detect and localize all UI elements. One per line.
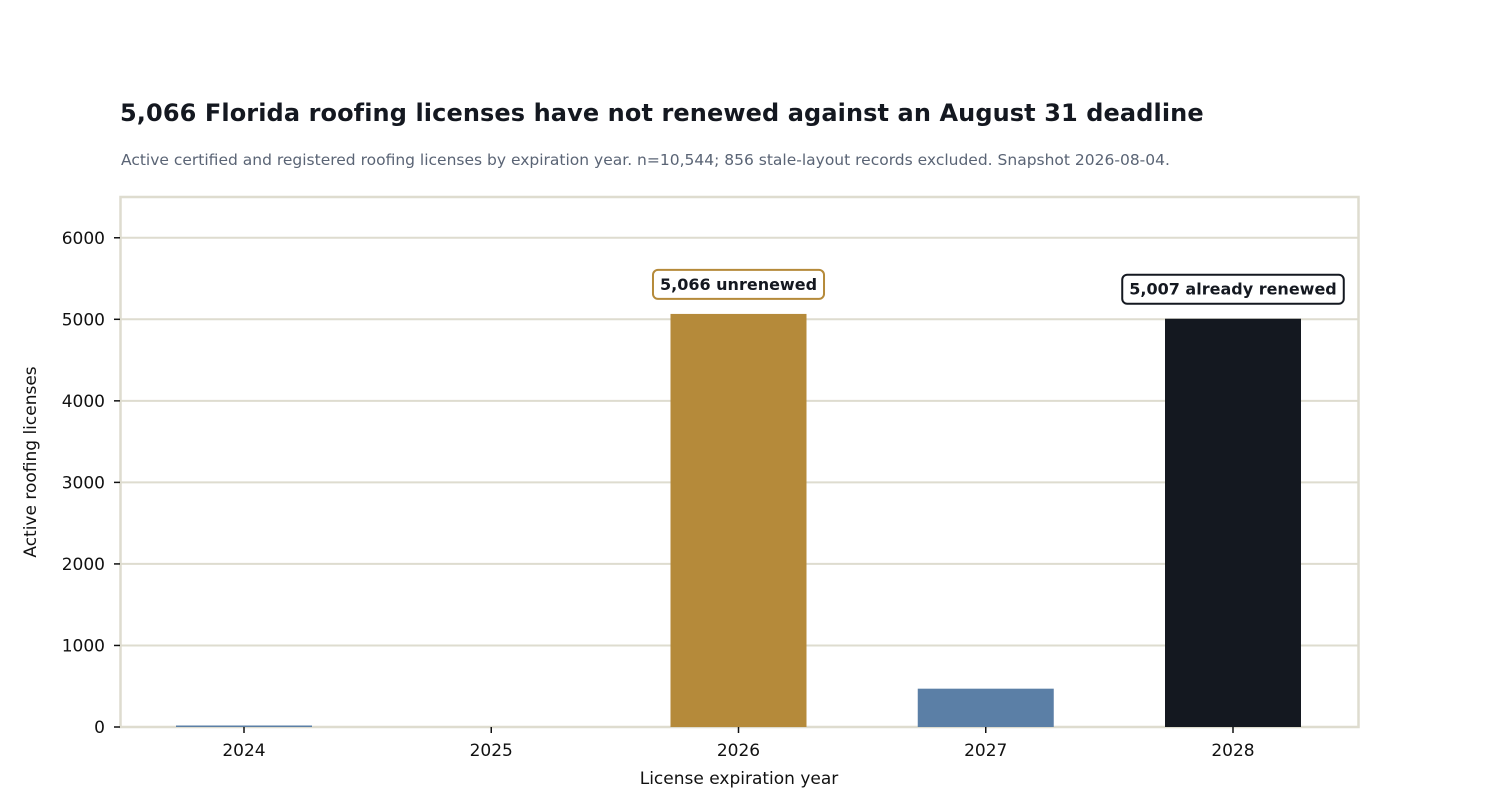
chart-title: 5,066 Florida roofing licenses have not … [120, 99, 1204, 127]
annotation-box [651, 268, 826, 300]
bar-2024 [176, 725, 312, 727]
x-axis-label: License expiration year [640, 769, 839, 789]
y-tick-label: 5000 [62, 310, 105, 330]
annotation-label: 5,066 unrenewed [660, 275, 817, 294]
x-tick-label: 2026 [717, 741, 760, 761]
x-tick-label: 2028 [1211, 741, 1254, 761]
bar-2028 [1165, 318, 1301, 727]
y-tick-label: 1000 [62, 636, 105, 656]
annotation-label: 5,007 already renewed [1129, 280, 1337, 299]
annotation-2026: 5,066 unrenewed [651, 268, 826, 300]
x-tick-label: 2024 [222, 741, 265, 761]
y-tick-label: 0 [94, 718, 105, 738]
annotation-2028: 5,007 already renewed [1121, 273, 1345, 305]
bar-2026 [670, 313, 807, 727]
annotation-box [1121, 273, 1345, 305]
x-tick-label: 2025 [470, 741, 513, 761]
x-axis: 2024 2025 2026 2027 2028 [222, 727, 1255, 761]
y-tick-label: 3000 [62, 473, 105, 493]
y-tick-label: 4000 [62, 392, 105, 412]
bars [176, 313, 1301, 727]
y-tick-label: 2000 [62, 555, 105, 575]
chart-subtitle: Active certified and registered roofing … [121, 151, 1170, 169]
y-axis-label: Active roofing licenses [21, 366, 41, 557]
y-tick-label: 6000 [62, 229, 105, 249]
bar-2027 [917, 688, 1054, 727]
annotations: 5,066 unrenewed 5,007 already renewed [651, 268, 1345, 305]
y-axis: 0 1000 2000 3000 4000 5000 6000 [62, 229, 120, 738]
x-tick-label: 2027 [964, 741, 1007, 761]
